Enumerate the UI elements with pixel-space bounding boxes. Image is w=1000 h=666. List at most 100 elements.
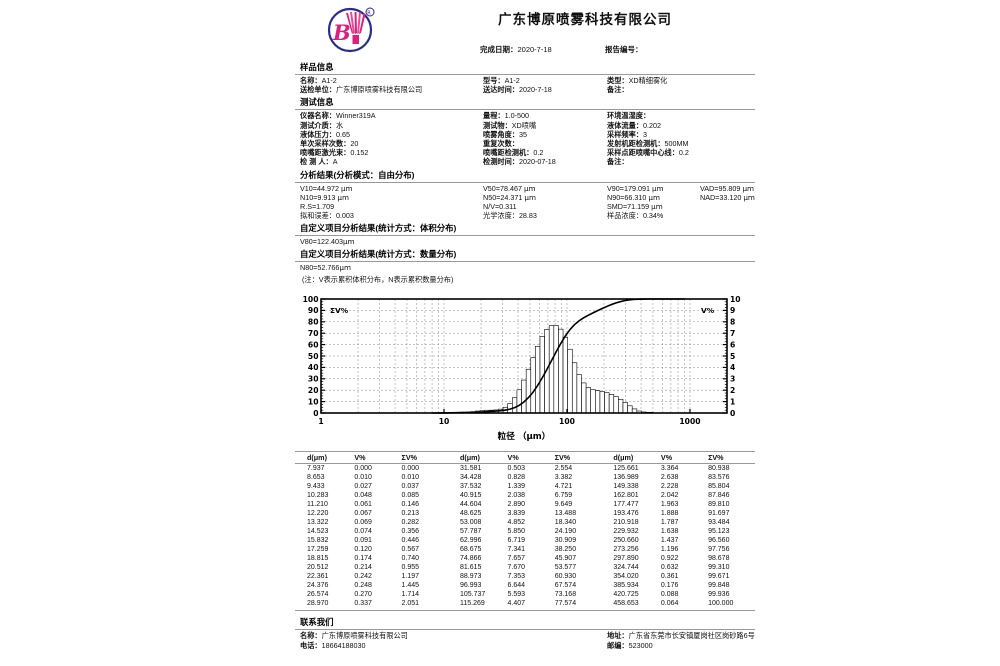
stat-text: N90=66.310 [607, 192, 647, 202]
cell-diameter: 210.918 [613, 518, 639, 526]
contact-name-value: 广东博原喷雾科技有限公司 [321, 631, 408, 641]
chart-bar [535, 345, 541, 413]
cell-cum-volume-pct: 80.938 [708, 464, 730, 472]
contact-name-label: 名称： [300, 631, 322, 641]
field-nozzle-to-detector: 喷嘴距检测机：0.2 [483, 148, 543, 157]
cell-diameter: 105.737 [459, 591, 486, 599]
completion-date-label: 完成日期： [480, 45, 518, 54]
cell-volume-pct: 1.437 [660, 537, 679, 544]
contact-address-label: 地址： [607, 631, 629, 641]
field-label: 采样频率： [607, 129, 643, 139]
stat-n50: N50=24.371 μm [483, 193, 536, 202]
chart-bar [608, 393, 615, 413]
field-model: 型号：A1-2 [483, 76, 520, 85]
field-label: 采样点距喷嘴中心线： [607, 148, 679, 158]
ytick-label-left: 60 [308, 340, 319, 349]
cell-volume-pct: 0.632 [660, 564, 679, 572]
stat-text: 拟和误差：0.003 [300, 211, 354, 221]
cell-volume-pct: 0.067 [354, 509, 372, 517]
ytick-label-right: 4 [730, 363, 735, 372]
cell-diameter: 8.653 [307, 473, 325, 481]
cell-volume-pct: 0.174 [354, 555, 372, 563]
stat-text: N10=9.913 [300, 192, 336, 202]
field-type: 类型：XD精细雾化 [607, 76, 667, 85]
chart-bar [622, 401, 628, 413]
sample-info-title: 样品信息 [295, 60, 755, 75]
cell-diameter: 53.008 [459, 518, 482, 526]
field-value: 20 [350, 138, 359, 148]
cell-cum-volume-pct: 96.560 [708, 537, 730, 544]
cell-cum-volume-pct: 0.085 [401, 491, 420, 499]
chart-bar [516, 389, 522, 413]
table-row: 22.361 0.242 1.197 88.973 7.353 60.930 354.020… [295, 572, 755, 581]
cell-diameter: 57.787 [459, 527, 482, 535]
cell-volume-pct: 2.638 [660, 473, 679, 481]
cell-diameter: 44.604 [459, 500, 482, 508]
field-remark: 备注： [607, 85, 629, 94]
cell-cum-volume-pct: 99.936 [708, 591, 730, 599]
table-row: 9.433 0.027 0.037 37.532 1.339 4.721 149.338 2.… [295, 482, 755, 491]
cell-volume-pct: 7.341 [507, 546, 526, 554]
stat-unit: μm [648, 192, 660, 202]
stat-unit: μm [651, 201, 663, 211]
custom-volume-grid: V80=122.403μm [295, 236, 755, 247]
field-value: XD精细雾化 [628, 76, 668, 85]
cell-diameter: 420.725 [613, 591, 639, 599]
table-row: 18.815 0.174 0.740 74.866 7.657 45.907 297.890… [295, 554, 755, 563]
ytick-label-left: 80 [308, 317, 319, 326]
cell-cum-volume-pct: 0.213 [401, 509, 420, 517]
cell-volume-pct: 1.888 [660, 509, 679, 517]
table-row: 17.259 0.120 0.567 68.675 7.341 38.250 273.256… [295, 545, 755, 554]
analysis-row: V10=44.972 μm V50=78.467 μm V90=179.091 … [300, 184, 755, 193]
cell-cum-volume-pct: 24.190 [554, 527, 577, 535]
cell-diameter: 7.937 [307, 464, 325, 472]
cell-diameter: 136.989 [613, 473, 639, 481]
stat-text: R.S=1.709 [300, 201, 335, 211]
cell-volume-pct: 0.088 [660, 591, 679, 599]
cell-cum-volume-pct: 100.000 [708, 600, 734, 608]
ytick-label-left: 100 [303, 294, 319, 303]
cell-diameter: 458.653 [613, 600, 639, 608]
field-label: 喷嘴距检测机： [483, 148, 534, 158]
cell-cum-volume-pct: 93.484 [708, 518, 730, 526]
cell-diameter: 11.210 [307, 500, 328, 508]
table-row: 7.937 0.000 0.000 31.581 0.503 2.554 125.661 3.… [295, 463, 755, 473]
cell-cum-volume-pct: 99.310 [708, 564, 730, 572]
ytick-label-left: 30 [308, 374, 319, 383]
stat-text: SMD=71.159 [607, 201, 650, 211]
cell-diameter: 28.970 [307, 600, 329, 608]
stat-text: N/V=0.311 [483, 201, 517, 211]
sample-info-grid: 名称：A1-2 型号：A1-2 类型：XD精细雾化 送检单位：广东博原喷雾科技有… [295, 75, 755, 95]
cell-diameter: 12.220 [307, 509, 329, 517]
field-repeat-count: 重复次数： [483, 139, 519, 148]
cell-volume-pct: 0.000 [354, 464, 372, 472]
stat-nv: N/V=0.311 [483, 202, 517, 211]
cell-diameter: 31.581 [459, 464, 482, 472]
col-d-1: d(μm) [295, 452, 341, 464]
ytick-label-left: 70 [308, 329, 319, 338]
cell-cum-volume-pct: 2.554 [554, 464, 573, 472]
stat-unit: μm [743, 192, 755, 202]
cell-cum-volume-pct: 77.574 [554, 600, 577, 608]
field-label: 测试物： [483, 120, 512, 130]
stat-v90: V90=179.091 μm [607, 184, 664, 193]
cell-cum-volume-pct: 98.678 [708, 555, 730, 563]
contact-zip: 邮编：523000 [607, 641, 653, 650]
stat-v10: V10=44.972 μm [300, 184, 353, 193]
stat-smd: SMD=71.159 μm [607, 202, 663, 211]
table-head: d(μm) V% ΣV% d(μm) V% ΣV% d(μm) V% ΣV% [295, 452, 755, 464]
xtick-label: 100 [559, 417, 575, 426]
cell-volume-pct: 0.027 [354, 482, 372, 490]
chart-bar [581, 382, 587, 413]
analysis-title: 分析结果(分析模式：自由分布) [295, 168, 755, 183]
cell-diameter: 162.801 [613, 491, 639, 499]
cell-cum-volume-pct: 67.574 [554, 582, 577, 590]
field-value: A1-2 [321, 76, 337, 85]
field-nozzle-to-beam: 喷嘴距激光束：0.152 [300, 148, 368, 157]
cell-volume-pct: 0.176 [660, 582, 679, 590]
chart-bar [590, 389, 596, 413]
ytick-label-right: 3 [730, 374, 735, 383]
test-info-row: 液体压力：0.65 喷雾角度：35 采样频率：3 [300, 130, 755, 139]
field-label: 送检单位： [300, 85, 336, 95]
col-v-3: V% [646, 452, 695, 464]
